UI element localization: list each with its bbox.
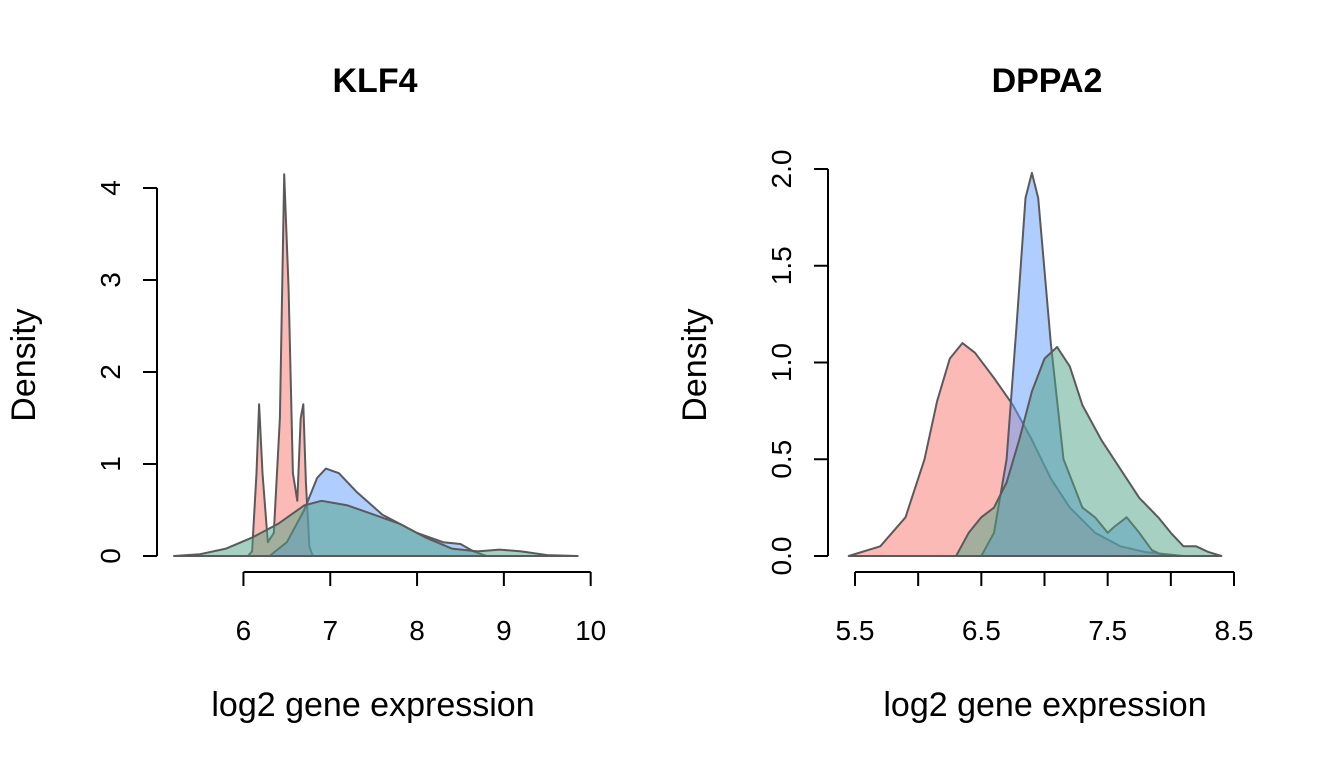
density-area-1 [246, 173, 314, 557]
x-tick-label: 5.5 [836, 615, 875, 646]
x-tick-label: 6.5 [962, 615, 1001, 646]
x-tick-label: 8 [409, 615, 425, 646]
y-axis-label: Density [676, 308, 714, 421]
y-tick-label: 0 [95, 548, 126, 564]
x-tick-label: 8.5 [1215, 615, 1254, 646]
chart-title: KLF4 [333, 62, 418, 100]
klf4-panel: KLF4 log2 gene expression Density 6 7 8 9 10… [5, 62, 606, 724]
density-area-3 [173, 499, 579, 557]
x-axis-label: log2 gene expression [211, 686, 534, 724]
y-tick-label: 0.0 [766, 537, 797, 576]
y-tick-label: 3 [95, 272, 126, 288]
x-tick-label: 7.5 [1088, 615, 1127, 646]
x-tick-label: 9 [496, 615, 512, 646]
dppa2-panel: DPPA2 log2 gene expression Density 5.5 6.… [676, 62, 1253, 724]
y-tick-label: 1.5 [766, 246, 797, 285]
y-tick-label: 1 [95, 456, 126, 472]
y-tick-label: 0.5 [766, 440, 797, 479]
x-tick-label: 10 [575, 615, 606, 646]
x-tick-label: 7 [322, 615, 338, 646]
y-tick-label: 2 [95, 364, 126, 380]
x-tick-label: 6 [236, 615, 252, 646]
chart-title: DPPA2 [992, 62, 1103, 100]
y-axis-label: Density [5, 308, 43, 421]
plot-area: 6 7 8 9 10 0 1 2 3 4 [95, 173, 606, 646]
y-tick-label: 2.0 [766, 150, 797, 189]
x-axis-label: log2 gene expression [883, 686, 1206, 724]
y-tick-label: 4 [95, 180, 126, 196]
plot-area: 5.5 6.5 7.5 8.5 0.0 0.5 1.0 1.5 2.0 [766, 150, 1253, 646]
y-tick-label: 1.0 [766, 343, 797, 382]
density-area-3 [955, 346, 1223, 557]
